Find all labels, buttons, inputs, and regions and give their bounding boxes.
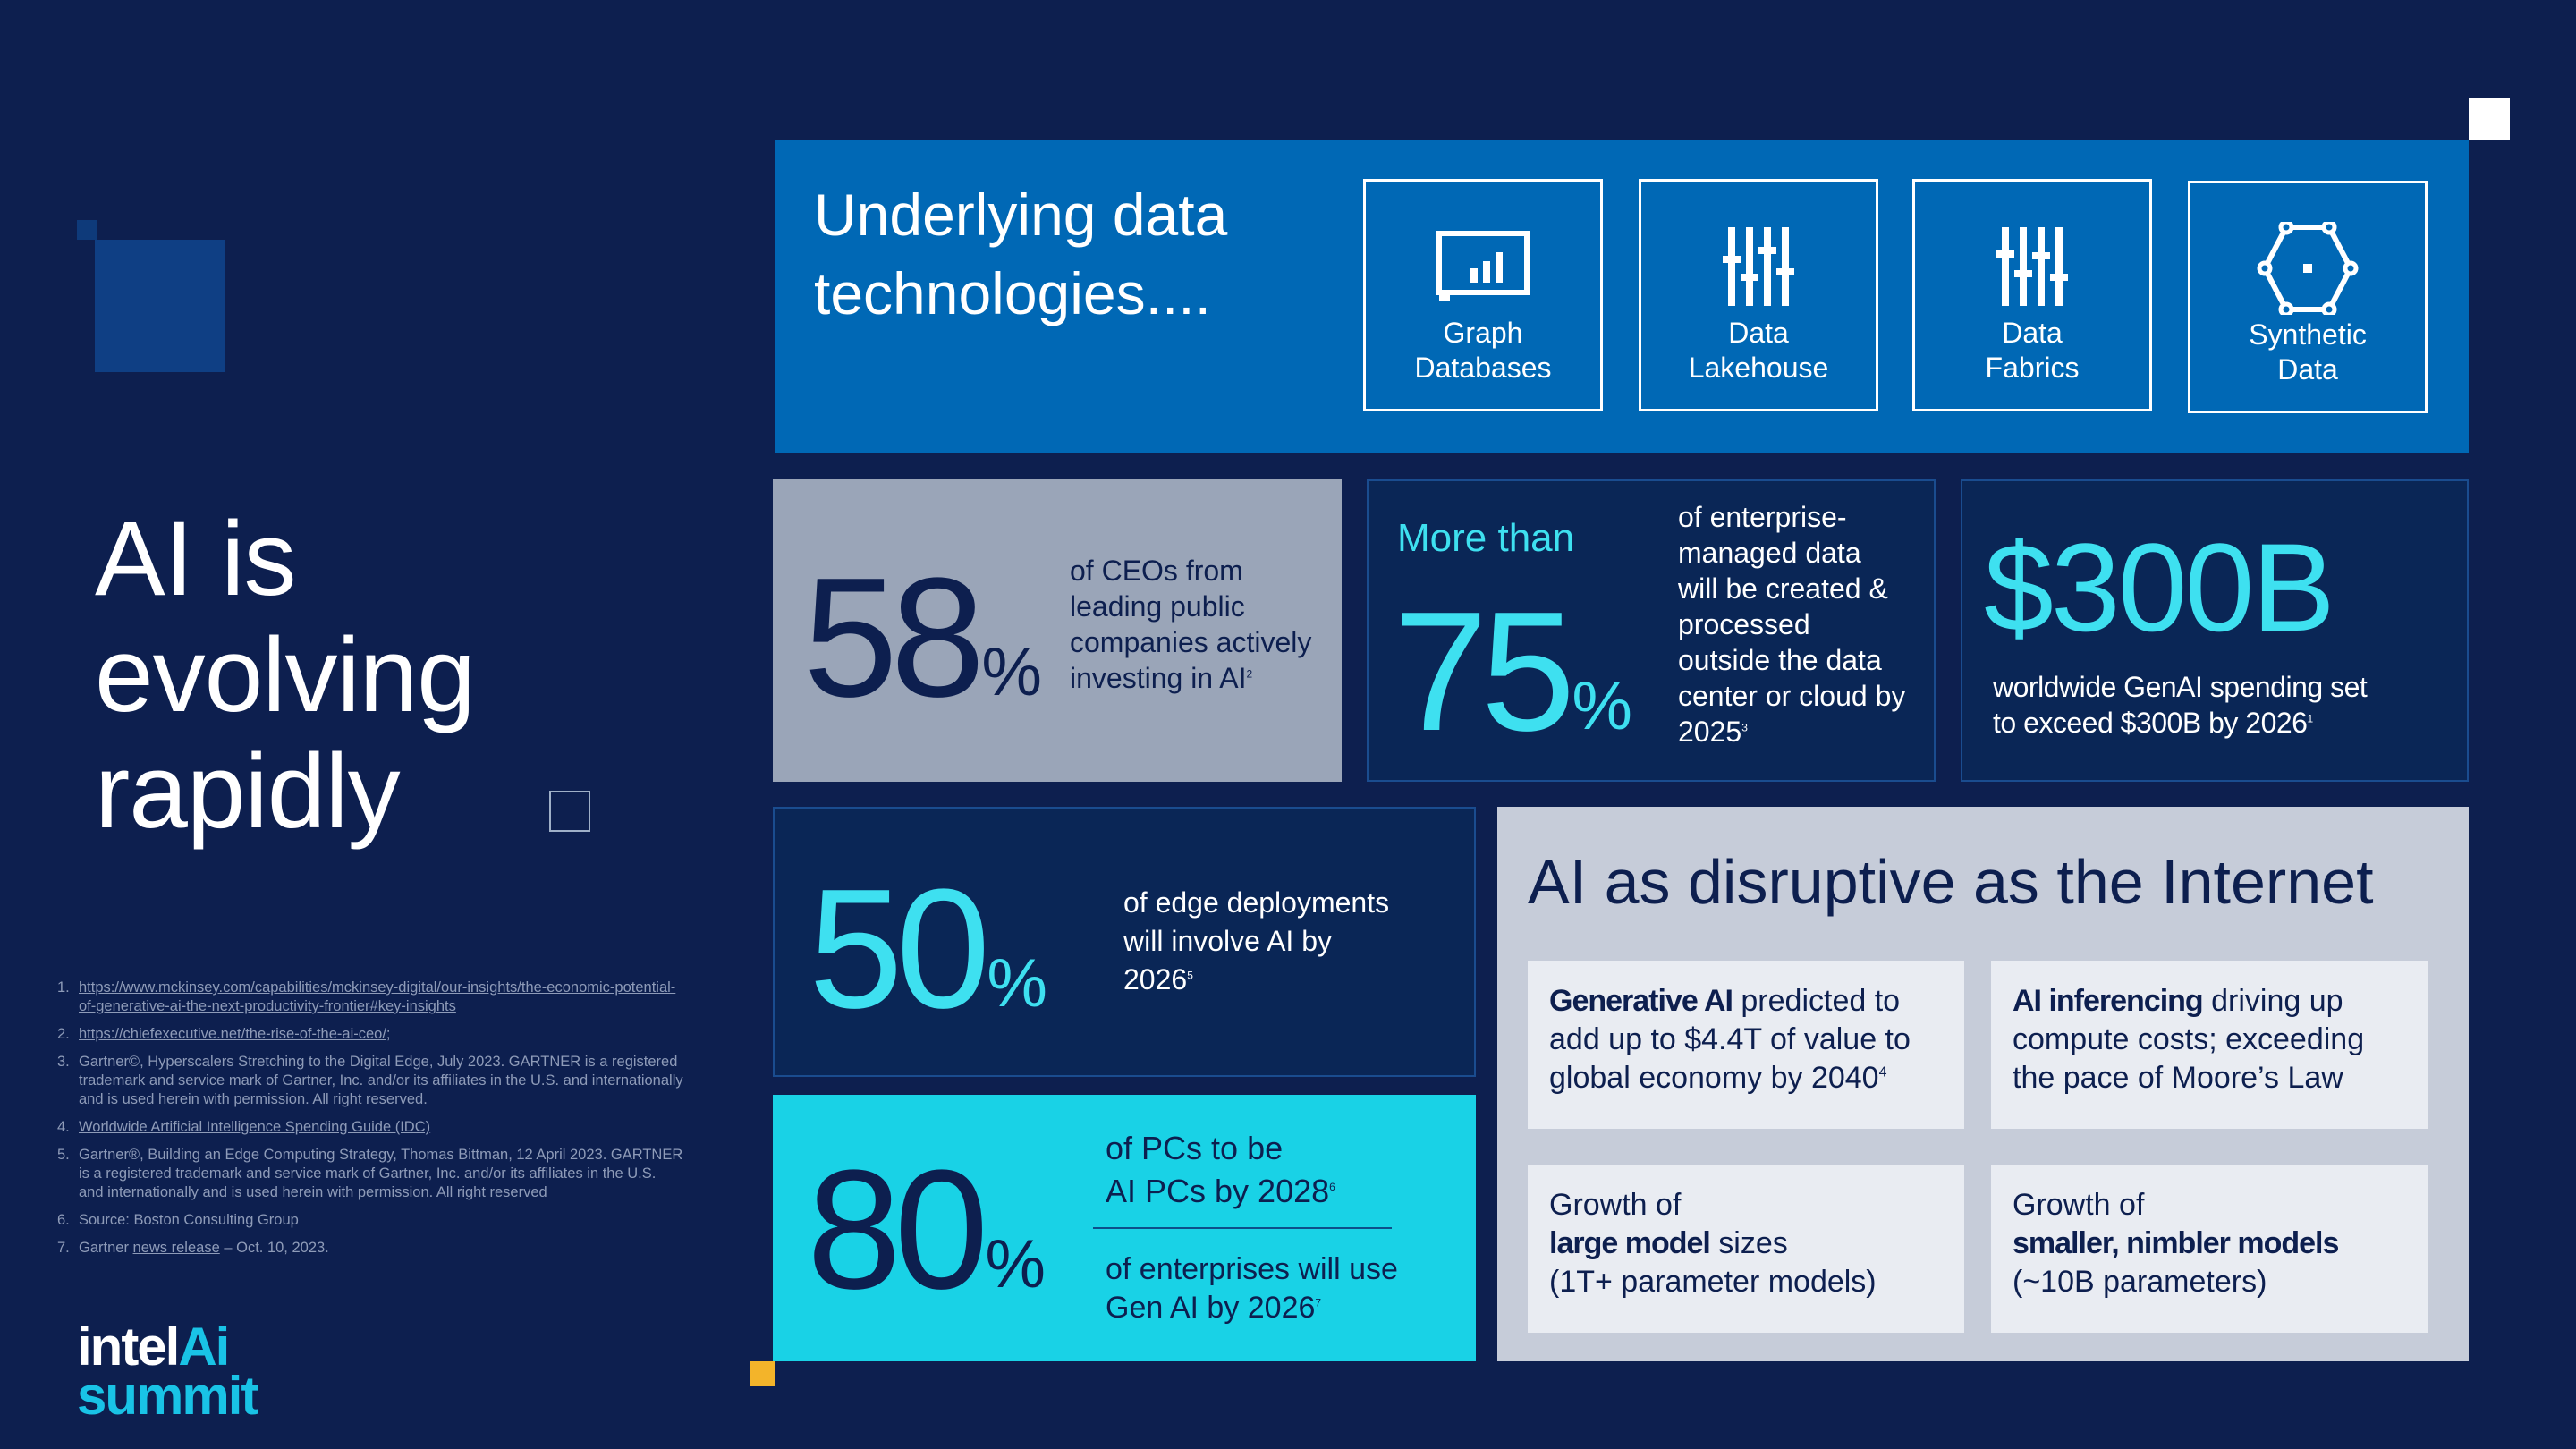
intel-ai-summit-logo: intelAi summit [77, 1317, 258, 1426]
disruptive-box-ai-inferencing: AI inferencing driving up compute costs;… [1991, 961, 2428, 1129]
slide-title-line1: AI is [95, 500, 297, 618]
stat-prefix: More than [1397, 516, 1575, 560]
data-lakehouse-icon [1723, 217, 1794, 316]
stat-card-enterprise-data: More than 75 % of enterprise- managed da… [1367, 479, 1936, 782]
footnote-ref: 1 [2307, 712, 2313, 725]
slide-title-line2: evolving [95, 616, 476, 734]
synthetic-data-icon [2256, 219, 2360, 318]
footnote-ref: 4 [1878, 1064, 1887, 1080]
tech-card-graph-databases: Graph Databases [1363, 179, 1603, 411]
tech-card-data-lakehouse: Data Lakehouse [1639, 179, 1878, 411]
footnote-link[interactable]: https://chiefexecutive.net/the-rise-of-t… [79, 1026, 391, 1042]
stat-value: 80 [807, 1135, 988, 1325]
news-release-link[interactable]: news release [132, 1240, 220, 1256]
disruptive-box-large-models: Growth of large model sizes (1T+ paramet… [1528, 1165, 1964, 1333]
stat-card-genai-spending: $300B worldwide GenAI spending set to ex… [1961, 479, 2469, 782]
footnote-7: 7. Gartner news release – Oct. 10, 2023. [57, 1240, 329, 1256]
graph-database-icon [1436, 217, 1530, 316]
stat-unit: % [1572, 668, 1632, 744]
stat-description: of enterprise- managed data will be crea… [1678, 501, 1906, 748]
stat-value: 75 [1394, 577, 1575, 767]
disruptive-title: AI as disruptive as the Internet [1528, 847, 2374, 917]
footnote-ref: 6 [1329, 1181, 1335, 1193]
stat-value: $300B [1984, 517, 2335, 657]
stat-value: 58 [803, 543, 985, 733]
stat-unit: % [981, 634, 1042, 710]
disruptive-box-smaller-models: Growth of smaller, nimbler models (~10B … [1991, 1165, 2428, 1333]
footnote-link[interactable]: https://www.mckinsey.com/capabilities/mc… [79, 979, 676, 1014]
decorative-square-white [2469, 98, 2510, 140]
divider [1093, 1227, 1392, 1229]
footnote-ref: 7 [1315, 1296, 1322, 1309]
stat-value: 50 [809, 854, 990, 1044]
footnote-3: 3. Gartner©, Hyperscalers Stretching to … [57, 1054, 683, 1107]
tech-card-data-fabrics: Data Fabrics [1912, 179, 2152, 411]
footnote-1: 1. https://www.mckinsey.com/capabilities… [57, 979, 683, 1016]
tech-card-synthetic-data: Synthetic Data [2188, 181, 2428, 413]
data-technologies-panel [775, 140, 2469, 453]
stat-description-enterprises: of enterprises will use Gen AI by 20267 [1106, 1252, 1398, 1325]
stat-card-edge-deployments: 50 % of edge deployments will involve AI… [773, 807, 1476, 1077]
footnote-6: 6. Source: Boston Consulting Group [57, 1212, 299, 1228]
stat-card-ceos: 58 % of CEOs from leading public compani… [773, 479, 1342, 782]
footnote-link[interactable]: Worldwide Artificial Intelligence Spendi… [79, 1119, 431, 1135]
footnotes: 1. https://www.mckinsey.com/capabilities… [57, 979, 683, 1267]
footnote-4: 4. Worldwide Artificial Intelligence Spe… [57, 1118, 683, 1137]
footnote-5: 5. Gartner®, Building an Edge Computing … [57, 1147, 683, 1200]
footnote-ref: 3 [1741, 721, 1748, 734]
data-fabrics-icon [1996, 217, 2068, 316]
footnote-ref: 5 [1187, 969, 1193, 982]
data-technologies-title: Underlying data technologies.... [814, 182, 1228, 326]
decorative-square-large [95, 240, 225, 372]
stat-description: of CEOs from leading public companies ac… [1070, 555, 1312, 694]
stat-card-ai-pcs: 80 % of PCs to be AI PCs by 20286 of ent… [773, 1095, 1476, 1361]
stat-unit: % [987, 945, 1047, 1021]
decorative-square-small [77, 220, 97, 240]
disruptive-box-generative-ai: Generative AI predicted to add up to $4.… [1528, 961, 1964, 1129]
stat-description: worldwide GenAI spending set to exceed $… [1993, 671, 2368, 739]
slide-title-line3: rapidly [95, 733, 401, 851]
decorative-square-yellow [750, 1361, 775, 1386]
stat-description: of edge deployments will involve AI by 2… [1123, 886, 1390, 996]
stat-unit: % [985, 1226, 1046, 1302]
stat-description-pcs: of PCs to be AI PCs by 20286 [1106, 1130, 1335, 1209]
footnote-2: 2. https://chiefexecutive.net/the-rise-o… [57, 1025, 683, 1044]
footnote-ref: 2 [1246, 667, 1253, 681]
decorative-square-outline [549, 791, 590, 832]
slide-title: AI is evolving rapidly [95, 501, 596, 850]
disruptive-panel: AI as disruptive as the Internet Generat… [1497, 807, 2469, 1361]
